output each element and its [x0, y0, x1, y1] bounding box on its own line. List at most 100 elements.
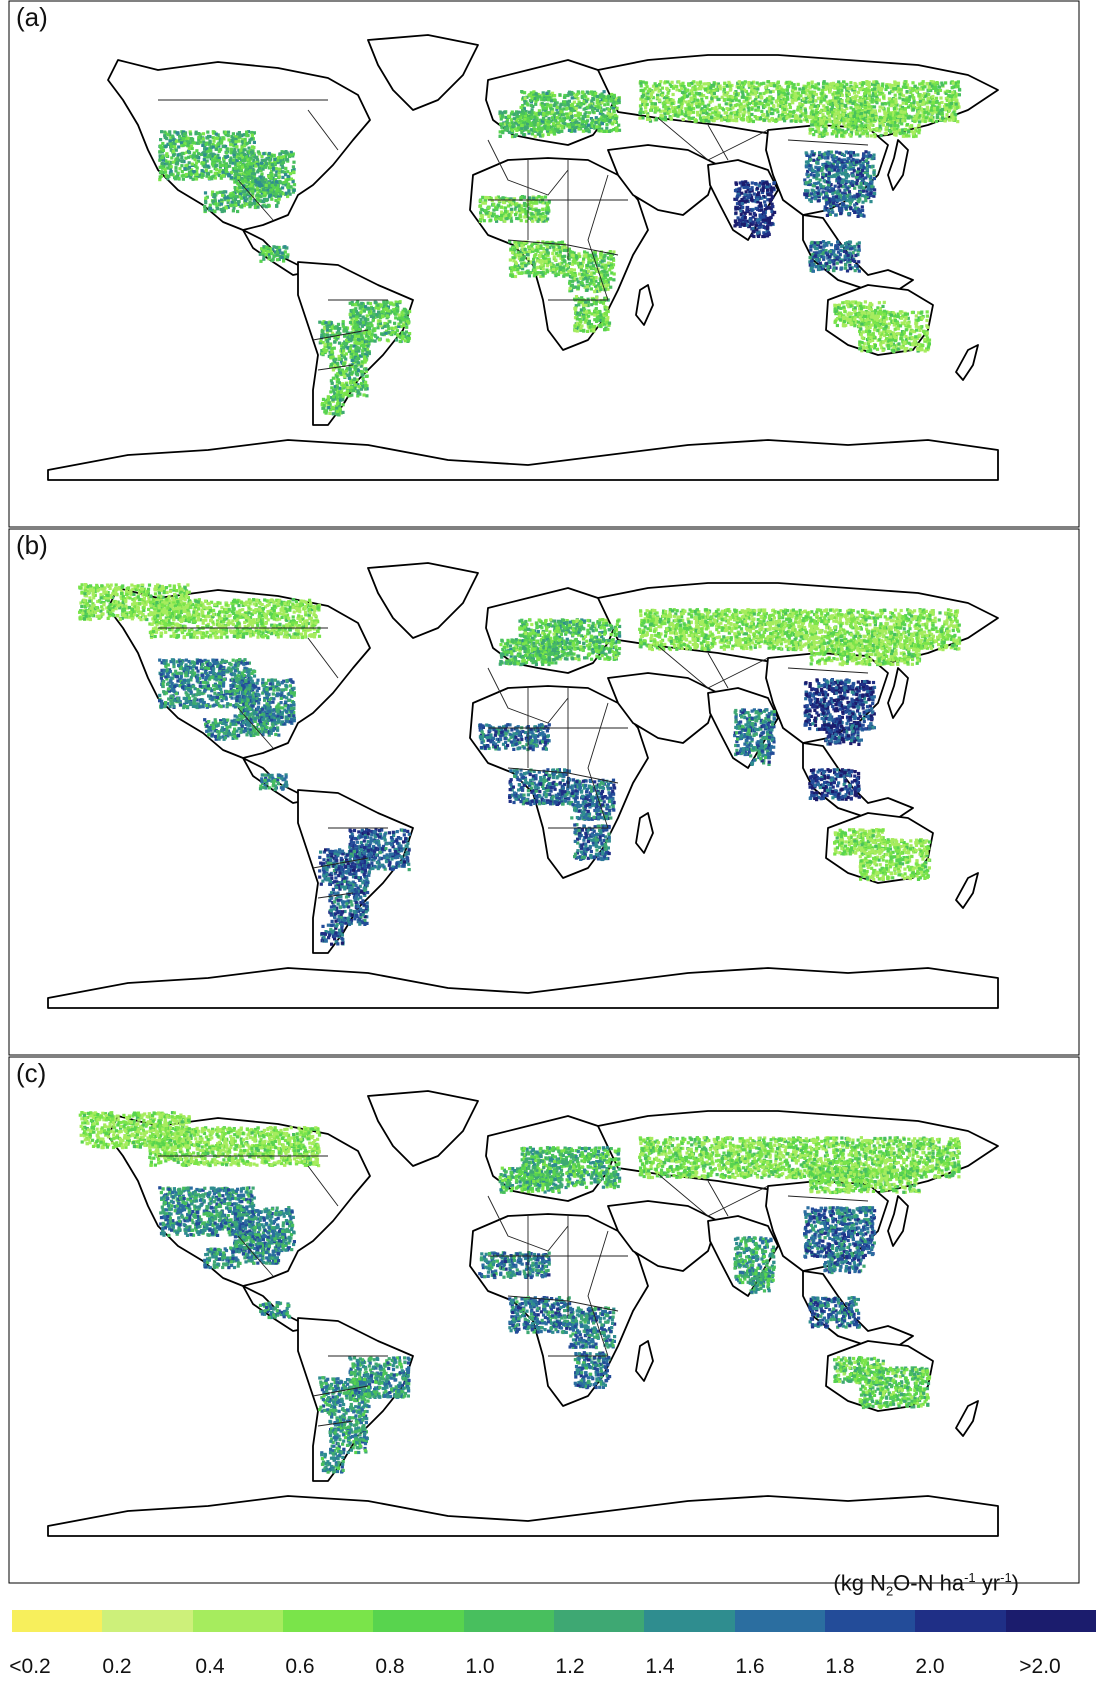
- landmass-nz: [955, 872, 979, 909]
- landmass-greenland: [367, 1090, 479, 1167]
- landmass-middle-east: [607, 1200, 719, 1272]
- landmass-japan: [887, 667, 909, 719]
- landmass-nz: [955, 1400, 979, 1437]
- legend-tick-label: 1.8: [825, 1655, 854, 1679]
- landmass-antarctica: [47, 1495, 999, 1537]
- landmass-madagascar: [635, 812, 654, 854]
- country-border: [312, 329, 369, 341]
- unit-text: yr: [976, 1570, 1000, 1595]
- country-border: [587, 1230, 609, 1357]
- unit-text: O-N ha: [893, 1570, 964, 1595]
- unit-sup: -1: [964, 1570, 976, 1585]
- legend-swatch: [824, 1610, 916, 1632]
- legend-swatch: [463, 1610, 554, 1632]
- country-border: [237, 1235, 274, 1277]
- legend-swatch: [282, 1610, 374, 1632]
- emission-region-africa: [478, 723, 617, 862]
- emission-region-east-asia: [803, 678, 877, 802]
- map-panel-b: (b): [8, 528, 1080, 1056]
- landmass-middle-east: [607, 144, 719, 216]
- landmass-antarctica: [47, 439, 999, 481]
- country-border: [237, 707, 274, 749]
- map-panel-c: (c): [8, 1056, 1080, 1584]
- emission-region-australia: [833, 300, 932, 354]
- landmass-antarctica: [47, 967, 999, 1009]
- country-border: [237, 179, 274, 221]
- emission-region-south-asia: [733, 180, 777, 239]
- legend-tick-label: 0.2: [102, 1655, 131, 1679]
- legend-tick-label: 1.0: [465, 1655, 494, 1679]
- legend-unit: (kg N2O-N ha-1 yr-1): [833, 1570, 1019, 1599]
- unit-text: ): [1012, 1570, 1019, 1595]
- country-border: [787, 139, 869, 146]
- country-border: [312, 857, 369, 869]
- emission-region-europe: [498, 618, 622, 667]
- emission-region-europe: [498, 1146, 622, 1194]
- emission-region-russia: [638, 1136, 961, 1195]
- legend-swatch: [644, 1610, 735, 1632]
- legend-tick-label: 0.8: [375, 1655, 404, 1679]
- legend-swatch: [373, 1610, 464, 1632]
- landmass-nz: [955, 344, 979, 381]
- landmass-north-america: [107, 59, 371, 231]
- world-map: [8, 0, 1080, 528]
- country-border: [317, 892, 354, 899]
- country-border: [587, 174, 609, 301]
- unit-text: (kg N: [833, 1570, 886, 1595]
- legend-swatch: [553, 1610, 645, 1632]
- legend-tick-label: <0.2: [9, 1655, 50, 1679]
- legend-swatch: [192, 1610, 283, 1632]
- country-border: [657, 117, 769, 161]
- emission-region-russia: [638, 608, 962, 667]
- emission-region-boreal: [78, 583, 322, 640]
- emission-region-south-asia: [733, 708, 777, 766]
- country-border: [657, 645, 769, 689]
- unit-sup: -1: [1000, 1570, 1012, 1585]
- legend-swatch: [1005, 1610, 1096, 1632]
- landmass-greenland: [367, 562, 479, 639]
- landmass-japan: [887, 139, 909, 191]
- landmass-madagascar: [635, 1340, 654, 1382]
- emission-region-south-america: [318, 1356, 411, 1474]
- legend-tick-label: 1.2: [555, 1655, 584, 1679]
- country-border: [787, 1195, 869, 1202]
- legend-tick-labels: <0.2 0.2 0.4 0.6 0.8 1.0 1.2 1.4 1.6 1.8 2.0 >2.0: [0, 1655, 1107, 1685]
- country-border: [507, 1295, 619, 1312]
- emission-region-east-asia: [803, 150, 877, 273]
- emission-region-east-asia: [803, 1206, 877, 1329]
- panel-label: (c): [16, 1058, 46, 1089]
- country-border: [317, 1420, 354, 1427]
- legend-swatch: [734, 1610, 825, 1632]
- emission-region-australia: [833, 828, 932, 882]
- panel-label: (b): [16, 530, 48, 561]
- map-frame: [8, 528, 1080, 1056]
- country-border: [787, 667, 869, 674]
- color-legend-bar: [12, 1610, 1096, 1632]
- legend-tick-label: 2.0: [915, 1655, 944, 1679]
- country-border: [307, 109, 339, 151]
- country-border: [317, 364, 354, 371]
- landmass-middle-east: [607, 672, 719, 744]
- country-border: [657, 1173, 769, 1217]
- landmass-greenland: [367, 34, 479, 111]
- country-border: [307, 637, 339, 679]
- country-border: [707, 652, 729, 689]
- emission-region-north-america: [158, 1186, 296, 1320]
- country-border: [507, 239, 619, 256]
- emission-region-russia: [638, 80, 962, 139]
- country-border: [312, 1385, 369, 1397]
- landmass-japan: [887, 1195, 909, 1247]
- emission-region-europe: [498, 90, 622, 139]
- legend-swatch: [102, 1610, 193, 1632]
- emission-region-south-asia: [733, 1236, 776, 1295]
- emission-region-boreal: [78, 1111, 322, 1168]
- legend-tick-label: 0.4: [195, 1655, 224, 1679]
- country-border: [707, 124, 729, 161]
- country-border: [307, 1165, 339, 1207]
- landmass-madagascar: [635, 284, 654, 326]
- country-border: [507, 767, 619, 784]
- unit-sub: 2: [886, 1584, 893, 1599]
- emission-region-south-america: [318, 828, 411, 946]
- country-border: [707, 1180, 729, 1217]
- legend-tick-label: 0.6: [285, 1655, 314, 1679]
